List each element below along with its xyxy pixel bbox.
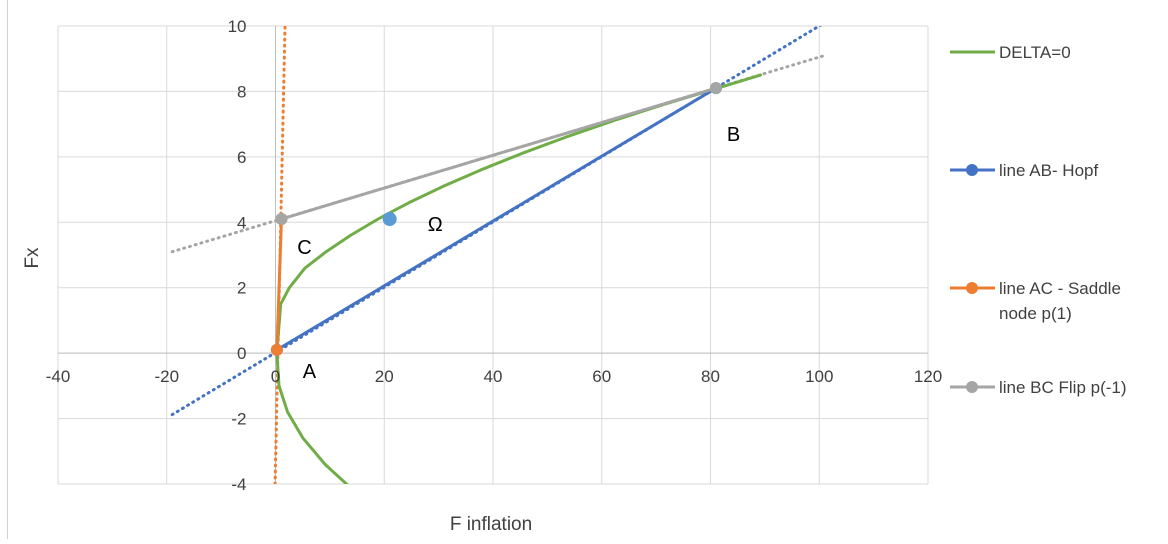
point-label-ω: Ω [428,214,443,236]
x-tick-label: 20 [375,367,394,386]
point-label-c: C [297,237,311,259]
series-line-4 [279,86,718,221]
series [275,73,763,484]
omega-point [382,212,397,227]
grid [57,25,929,485]
trendlines [170,26,827,484]
series-line-1 [275,73,763,484]
legend-label-1: DELTA=0 [999,43,1071,62]
y-tick-label: 6 [237,148,246,167]
y-tick-label: 2 [237,279,246,298]
legend-label-3: line AC - Saddle [999,279,1121,298]
axes [58,26,928,484]
x-tick-label: -40 [46,367,71,386]
y-tick-label: -4 [231,475,246,494]
x-tick-label: 40 [484,367,503,386]
point-label-a: A [303,361,317,383]
y-tick-label: 4 [237,213,246,232]
legend-swatch-marker-3 [966,282,978,294]
series-4-marker [275,213,288,226]
legend-label-2: line AB- Hopf [999,161,1098,180]
point-labels: A B C Ω [297,124,740,383]
x-tick-label: -20 [154,367,179,386]
point-label-b: B [727,124,740,146]
y-tick-label: 8 [237,82,246,101]
series-4-marker [709,82,722,95]
x-tick-label: 80 [701,367,720,386]
x-tick-label: 60 [592,367,611,386]
legend-label-4: line BC Flip p(-1) [999,378,1127,397]
chart-border [7,0,8,539]
legend: DELTA=0 line AB- Hopf line AC - Saddle node… [950,43,1127,397]
x-tick-label: 0 [271,367,280,386]
trendline-2 [273,26,287,484]
y-axis-title: Fx [22,247,43,269]
y-tick-label: 10 [228,17,247,36]
series-line-3 [275,217,283,352]
y-tick-label: -2 [231,410,246,429]
x-tick-label: 120 [914,367,942,386]
x-axis-title: F inflation [450,514,532,535]
legend-swatch-marker-2 [966,164,978,176]
x-tick-label: 100 [805,367,833,386]
series-line-2 [275,86,718,352]
legend-swatch-marker-4 [966,381,978,393]
series-markers [270,82,722,356]
y-tick-label: 0 [237,344,246,363]
legend-label-3-line2: node p(1) [999,304,1072,323]
series-3-marker [270,343,283,356]
